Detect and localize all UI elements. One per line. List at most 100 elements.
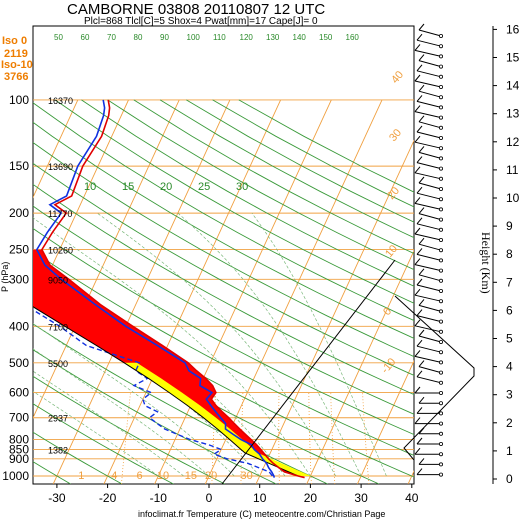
wind-barb-feather xyxy=(416,370,423,378)
wind-barb-shaft xyxy=(416,70,442,78)
plot-frame xyxy=(32,25,415,485)
mixing-ratio-line xyxy=(362,392,370,484)
wind-barb-station xyxy=(438,197,443,202)
top-adiabat-label: 140 xyxy=(293,33,307,42)
wind-barb-feather xyxy=(416,339,423,347)
wind-barb-shaft xyxy=(418,213,442,221)
wind-barb-feather xyxy=(418,360,425,367)
wind-barb-shaft xyxy=(418,121,442,129)
wind-barb-station xyxy=(438,390,443,395)
wind-barb-feather xyxy=(414,319,421,327)
wind-barb-station xyxy=(438,319,443,324)
mixing-ratio-line xyxy=(330,392,336,484)
wind-barb-station xyxy=(438,125,443,130)
wind-barb-feather xyxy=(418,329,425,337)
wind-barb-station xyxy=(438,64,443,69)
top-adiabat-label: 90 xyxy=(160,33,169,42)
height-meter-label: 9050 xyxy=(48,275,68,285)
km-tick-label: 16 xyxy=(506,22,520,36)
wind-barb-station xyxy=(438,135,443,140)
dry-adiabat xyxy=(54,99,414,304)
isotherm-line xyxy=(255,139,414,484)
wind-barb-shaft xyxy=(414,325,442,333)
moist-adiabat xyxy=(33,348,210,477)
top-adiabat-label: 60 xyxy=(81,33,90,42)
moist-adiabat xyxy=(251,212,387,477)
moist-adiabat xyxy=(33,217,311,477)
wind-barb-feather xyxy=(414,105,421,112)
x-tick-label: 30 xyxy=(354,491,368,505)
km-tick-label: 11 xyxy=(506,163,519,177)
mid-adiabat-label: 10 xyxy=(84,181,96,193)
wind-barb-feather xyxy=(414,417,421,424)
wind-barb-station xyxy=(438,85,443,90)
p-axis-label: P (hPa) xyxy=(0,262,10,292)
dewpoint-dashed-line xyxy=(33,309,273,477)
wind-barb-shaft xyxy=(416,223,442,231)
wind-barb-station xyxy=(438,166,443,171)
dry-adiabat xyxy=(33,431,123,484)
mixing-ratio-label: 10 xyxy=(157,470,169,482)
wind-barb-feather xyxy=(414,135,421,143)
wind-barb-station xyxy=(438,44,443,49)
wind-barb-shaft xyxy=(416,39,442,47)
sounding-series xyxy=(33,99,305,479)
wind-barb-station xyxy=(438,217,443,222)
wind-barb-shaft xyxy=(418,90,442,98)
wind-barb-shaft xyxy=(418,151,442,159)
wind-barb-station xyxy=(438,401,443,406)
wind-barb-feather xyxy=(414,197,421,204)
wind-barb-feather xyxy=(418,207,425,214)
wind-barb-station xyxy=(438,431,443,436)
top-adiabat-label: 80 xyxy=(134,33,143,42)
wind-barb-shaft xyxy=(416,376,442,384)
wind-barb-feather xyxy=(414,258,421,265)
dry-adiabat xyxy=(33,227,414,436)
wind-barb-station xyxy=(438,380,443,385)
wind-barb-station xyxy=(438,156,443,161)
moist-adiabat xyxy=(33,323,235,477)
top-adiabat-label: 160 xyxy=(346,33,360,42)
km-tick-label: 7 xyxy=(506,275,513,289)
wind-barb-feather xyxy=(418,23,425,31)
km-tick-label: 9 xyxy=(506,219,513,233)
top-adiabat-label: 70 xyxy=(107,33,116,42)
wind-barb-station xyxy=(438,34,443,39)
wind-barb-shaft xyxy=(414,294,442,302)
km-tick-label: 8 xyxy=(506,247,513,261)
wind-barb-station xyxy=(438,462,443,467)
wind-barb-shaft xyxy=(418,366,442,374)
temperature-axis: -30 -20 -10 0 10 20 30 40 xyxy=(48,484,419,505)
wind-barb-feather xyxy=(418,115,425,123)
wind-barb-feather xyxy=(414,74,421,82)
wind-barb-station xyxy=(438,115,443,120)
km-tick-label: 1 xyxy=(506,444,513,458)
moist-adiabat xyxy=(33,390,159,477)
wind-barb-shaft xyxy=(416,100,442,108)
dry-adiabat xyxy=(81,99,414,287)
wind-barb-shaft xyxy=(416,253,442,261)
mixing-ratio-label: 20 xyxy=(205,470,217,482)
wind-barb-feather xyxy=(418,299,425,306)
chart-subtitle: Plcl=868 Tlcl[C]=5 Shox=4 Pwat[mm]=17 Ca… xyxy=(84,16,318,27)
x-tick-label: -30 xyxy=(48,491,66,505)
top-adiabat-label: 100 xyxy=(187,33,201,42)
hodograph-diagonal xyxy=(221,259,396,485)
wind-barb-station xyxy=(438,146,443,151)
wind-barb-shaft xyxy=(414,202,442,210)
x-tick-label: 20 xyxy=(304,491,318,505)
wind-barb-shaft xyxy=(418,29,442,37)
hodograph-lines xyxy=(221,259,475,485)
wind-barb-feather xyxy=(416,248,423,255)
wind-barb-feather xyxy=(418,237,425,245)
pressure-tick-label: 1000 xyxy=(2,469,29,483)
wind-barb-feather xyxy=(418,458,425,465)
height-meter-label: 5500 xyxy=(48,359,68,369)
km-tick-label: 3 xyxy=(506,388,513,402)
dry-adiabat xyxy=(33,162,414,376)
pressure-tick-label: 850 xyxy=(9,442,29,456)
height-meter-label: 11770 xyxy=(48,209,72,219)
wind-barb-feather xyxy=(418,176,425,184)
wind-barb-station xyxy=(438,227,443,232)
